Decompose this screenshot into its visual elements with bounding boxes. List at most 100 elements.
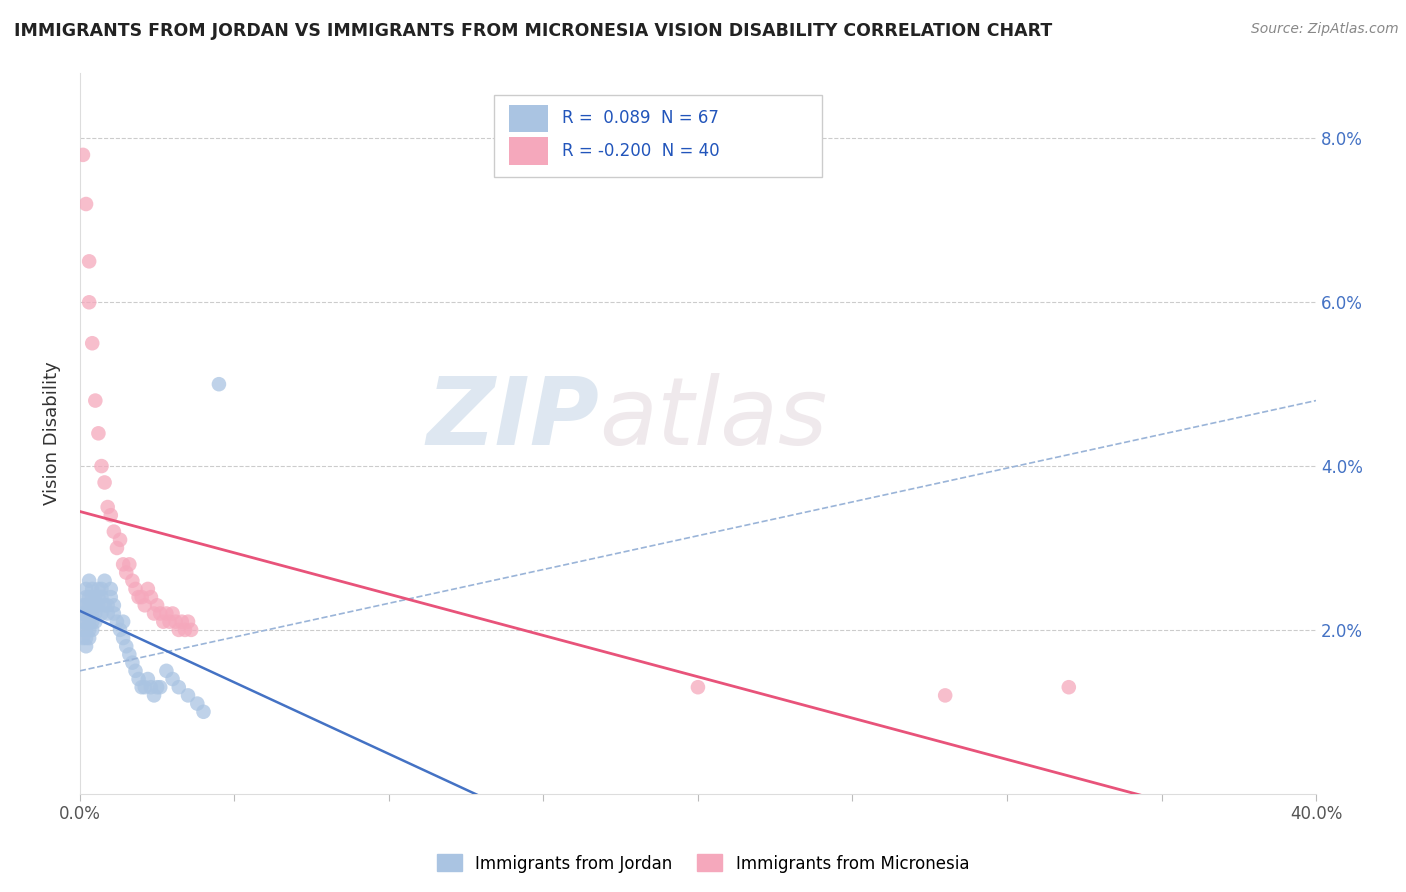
Point [87,599,110,613]
Text: R =  0.089  N = 67: R = 0.089 N = 67 [562,110,718,128]
Point [162,672,184,686]
Point [77,574,100,588]
Point [143,607,166,621]
Point [167,680,190,694]
Point [149,607,172,621]
Text: R = -0.200  N = 40: R = -0.200 N = 40 [562,142,720,160]
Point [177,689,200,703]
Point [82,607,104,621]
Point [155,607,177,621]
Point [934,689,956,703]
Point [84,590,107,604]
Y-axis label: Vision Disability: Vision Disability [44,361,60,505]
Point [84,393,107,408]
Point [112,615,135,629]
Point [193,705,215,719]
Point [112,558,135,572]
Point [77,254,100,268]
Point [82,582,104,596]
Point [72,615,94,629]
Point [103,599,125,613]
Point [1057,680,1080,694]
Point [105,541,128,555]
Text: ZIP: ZIP [426,373,599,465]
Point [97,599,120,613]
Point [131,680,153,694]
Point [77,599,100,613]
Point [118,648,141,662]
Point [121,656,143,670]
Point [103,524,125,539]
Point [139,680,162,694]
Point [77,631,100,645]
Point [139,590,162,604]
Point [159,615,181,629]
Point [72,148,94,162]
Point [72,607,94,621]
Point [72,623,94,637]
Point [75,590,97,604]
Point [186,697,208,711]
Point [90,459,112,474]
Point [108,533,131,547]
Point [115,640,138,654]
Point [165,615,187,629]
Point [128,672,150,686]
Point [77,607,100,621]
Point [146,680,169,694]
Point [93,574,115,588]
Point [75,640,97,654]
Point [100,508,122,523]
Point [77,623,100,637]
Point [152,615,174,629]
Point [87,426,110,441]
Point [100,582,122,596]
Point [108,623,131,637]
Point [115,566,138,580]
Point [75,197,97,211]
Point [103,607,125,621]
Point [134,680,156,694]
Point [82,336,104,351]
Point [167,623,190,637]
Point [87,582,110,596]
Bar [509,137,548,164]
Point [77,295,100,310]
Point [82,599,104,613]
Point [90,590,112,604]
Point [134,599,156,613]
Point [128,590,150,604]
Point [162,607,184,621]
Point [90,607,112,621]
Point [174,623,197,637]
Point [77,590,100,604]
Point [124,664,146,678]
Point [84,615,107,629]
Point [131,590,153,604]
Point [118,558,141,572]
Point [143,689,166,703]
Point [124,582,146,596]
Bar [509,104,548,132]
Point [97,500,120,514]
FancyBboxPatch shape [494,95,821,178]
Point [75,582,97,596]
Point [75,615,97,629]
Point [177,615,200,629]
Text: IMMIGRANTS FROM JORDAN VS IMMIGRANTS FROM MICRONESIA VISION DISABILITY CORRELATI: IMMIGRANTS FROM JORDAN VS IMMIGRANTS FRO… [14,22,1052,40]
Point [100,590,122,604]
Text: atlas: atlas [599,374,827,465]
Point [97,607,120,621]
Point [72,631,94,645]
Point [90,582,112,596]
Point [112,631,135,645]
Point [180,623,202,637]
Point [84,599,107,613]
Point [105,615,128,629]
Point [93,475,115,490]
Text: Source: ZipAtlas.com: Source: ZipAtlas.com [1251,22,1399,37]
Point [72,599,94,613]
Point [149,680,172,694]
Point [93,599,115,613]
Point [82,615,104,629]
